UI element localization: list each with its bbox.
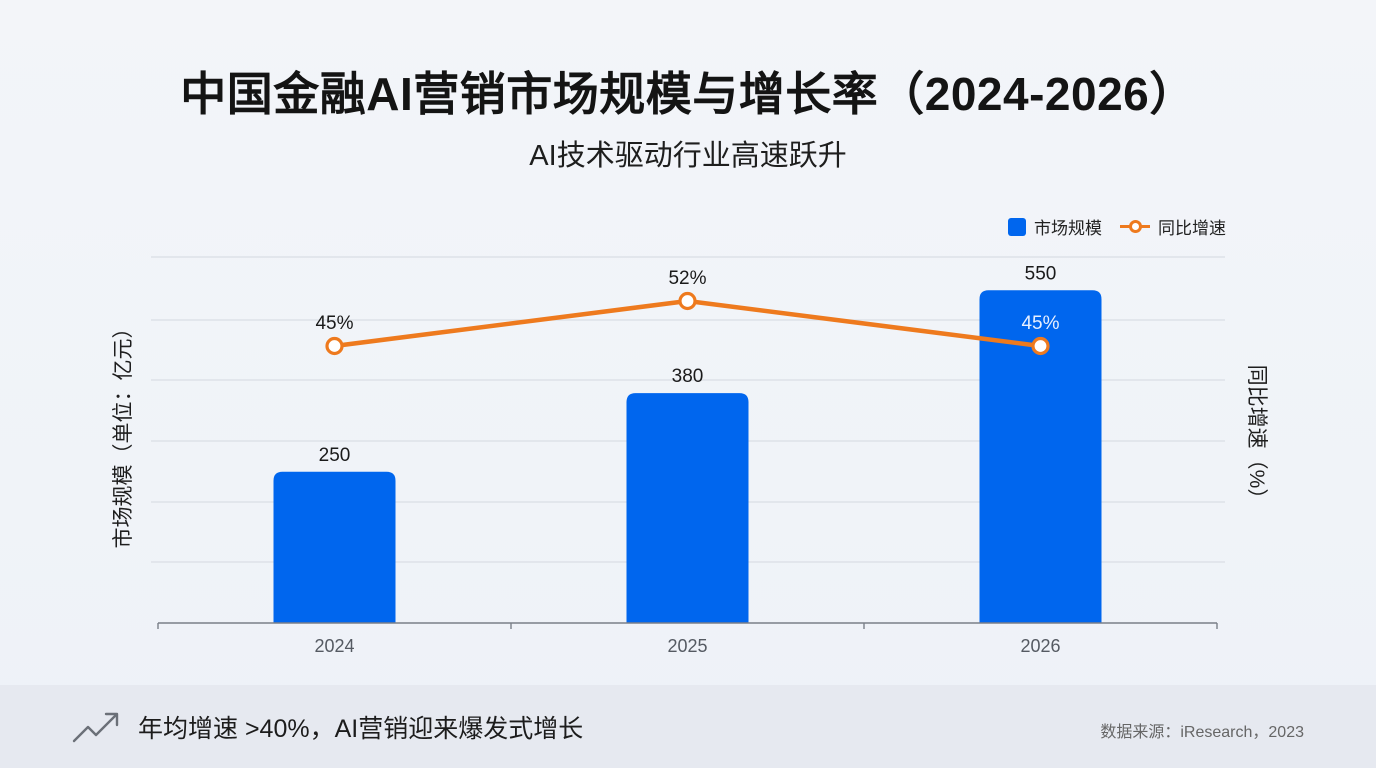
data-labels: 250 380 550 45% 52% 45%: [315, 263, 1059, 466]
x-tick-label: 2024: [314, 636, 354, 656]
legend-label-market-size: 市场规模: [1034, 219, 1102, 238]
bar-value-label: 250: [319, 445, 351, 466]
line-series: [325, 291, 1050, 356]
x-axis: 2024 2025 2026: [157, 622, 1218, 656]
footer-note-text: 年均增速 >40%，AI营销迎来爆发式增长: [138, 715, 584, 743]
bar-2024[interactable]: [273, 471, 396, 623]
bar-series: [273, 290, 1102, 623]
bar-value-label: 550: [1025, 263, 1057, 284]
bar-value-label: 380: [672, 366, 704, 387]
line-value-label: 45%: [315, 313, 353, 334]
line-value-label: 45%: [1021, 313, 1059, 334]
footer-note: 年均增速 >40%，AI营销迎来爆发式增长: [72, 709, 583, 745]
x-tick-label: 2026: [1020, 636, 1060, 656]
line-marker-2025[interactable]: [678, 291, 697, 311]
chart-subtitle: AI技术驱动行业高速跃升: [529, 140, 847, 172]
bar-2025[interactable]: [626, 393, 749, 623]
legend-item-growth-rate[interactable]: 同比增速: [1120, 214, 1226, 239]
trending-up-icon: [72, 712, 119, 743]
chart-title: 中国金融AI营销市场规模与增长率（2024-2026）: [180, 68, 1196, 120]
bar-2026[interactable]: [979, 290, 1102, 623]
bar-swatch-icon: [1008, 217, 1026, 236]
line-marker-swatch-icon: [1120, 220, 1150, 234]
legend-item-market-size[interactable]: 市场规模: [1008, 214, 1102, 239]
line-value-label: 52%: [668, 268, 706, 289]
legend-label-growth-rate: 同比增速: [1158, 219, 1226, 238]
line-marker-2026[interactable]: [1031, 336, 1050, 356]
x-tick-label: 2025: [667, 636, 707, 656]
footer-band: 年均增速 >40%，AI营销迎来爆发式增长 数据来源：iResearch，202…: [0, 685, 1376, 768]
data-source: 数据来源：iResearch，2023: [1100, 724, 1304, 741]
legend: 市场规模 同比增速: [1008, 214, 1226, 239]
line-marker-2024[interactable]: [325, 336, 344, 356]
